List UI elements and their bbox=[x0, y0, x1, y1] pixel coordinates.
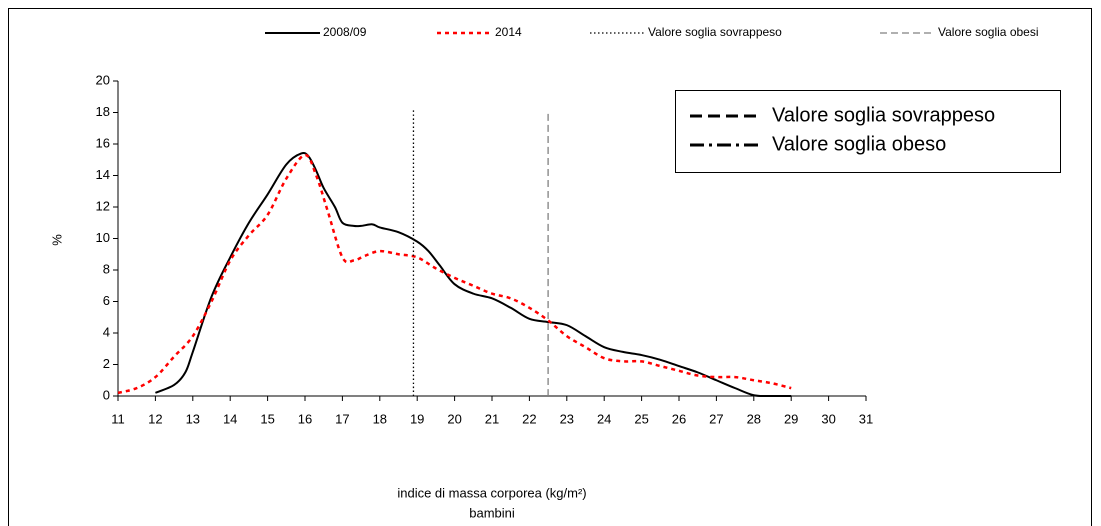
series-line bbox=[155, 151, 792, 398]
x-tick-label: 23 bbox=[560, 411, 574, 426]
x-axis-label: indice di massa corporea (kg/m²) bbox=[397, 485, 586, 500]
legend-label: Valore soglia obesi bbox=[938, 25, 1039, 39]
y-tick-label: 12 bbox=[96, 198, 110, 213]
x-axis-label-2: bambini bbox=[469, 505, 515, 520]
y-axis-label: % bbox=[49, 234, 64, 246]
x-tick-label: 16 bbox=[298, 411, 312, 426]
y-tick-label: 16 bbox=[96, 135, 110, 150]
y-tick-label: 18 bbox=[96, 104, 110, 119]
legend-label: Valore soglia sovrappeso bbox=[648, 25, 782, 39]
x-tick-label: 14 bbox=[223, 411, 237, 426]
x-tick-label: 21 bbox=[485, 411, 499, 426]
box-legend-label: Valore soglia sovrappeso bbox=[772, 104, 995, 126]
x-tick-label: 24 bbox=[597, 411, 611, 426]
x-tick-label: 13 bbox=[186, 411, 200, 426]
x-tick-label: 17 bbox=[335, 411, 349, 426]
x-tick-label: 26 bbox=[672, 411, 686, 426]
box-legend-label: Valore soglia obeso bbox=[772, 133, 946, 155]
x-tick-label: 20 bbox=[447, 411, 461, 426]
series-line bbox=[117, 153, 792, 395]
x-tick-label: 19 bbox=[410, 411, 424, 426]
chart-frame bbox=[8, 8, 1092, 526]
x-tick-label: 27 bbox=[709, 411, 723, 426]
x-tick-label: 22 bbox=[522, 411, 536, 426]
y-tick-label: 6 bbox=[103, 293, 110, 308]
y-tick-label: 14 bbox=[96, 167, 110, 182]
x-tick-label: 29 bbox=[784, 411, 798, 426]
y-tick-label: 0 bbox=[103, 387, 110, 402]
y-tick-label: 2 bbox=[103, 356, 110, 371]
x-tick-label: 12 bbox=[148, 411, 162, 426]
y-tick-label: 20 bbox=[96, 72, 110, 87]
legend-label: 2014 bbox=[495, 25, 522, 39]
box-legend-frame bbox=[675, 90, 1061, 173]
x-tick-label: 18 bbox=[373, 411, 387, 426]
x-tick-label: 11 bbox=[111, 411, 125, 426]
legend-label: 2008/09 bbox=[323, 25, 367, 39]
y-tick-label: 10 bbox=[96, 230, 110, 245]
x-tick-label: 30 bbox=[821, 411, 835, 426]
y-tick-label: 8 bbox=[103, 261, 110, 276]
y-tick-label: 4 bbox=[103, 324, 110, 339]
x-tick-label: 25 bbox=[634, 411, 648, 426]
x-tick-label: 15 bbox=[260, 411, 274, 426]
x-tick-label: 31 bbox=[859, 411, 873, 426]
x-tick-label: 28 bbox=[747, 411, 761, 426]
